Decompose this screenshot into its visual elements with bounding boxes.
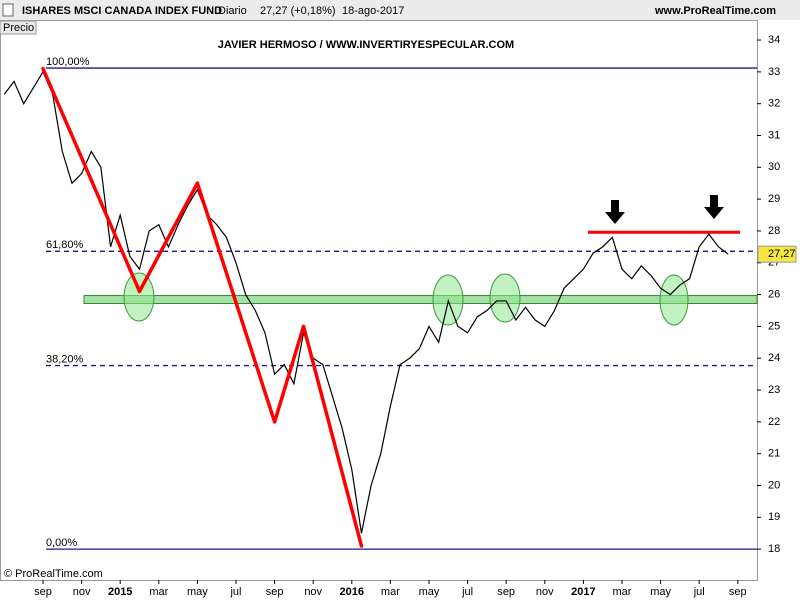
y-tick-label: 24 [768, 352, 780, 364]
x-tick-label: nov [536, 586, 554, 598]
support-zone [83, 295, 758, 304]
y-tick-label: 30 [768, 161, 780, 173]
x-tick-label: jul [461, 586, 473, 598]
x-tick-label: sep [266, 586, 284, 598]
ellipse [659, 274, 689, 326]
y-tick-label: 26 [768, 288, 780, 300]
x-tick-label: sep [497, 586, 515, 598]
y-tick-label: 22 [768, 416, 780, 428]
panel-tab [0, 20, 37, 35]
price-line [3, 70, 729, 534]
arrow [605, 200, 625, 224]
last-price-label: 27,27 [768, 248, 796, 260]
zigzag-segment [137, 181, 200, 294]
x-tick-label: 2015 [108, 586, 132, 598]
x-tick-label: 2017 [571, 586, 595, 598]
zigzag-segment [301, 324, 364, 548]
zigzag-segment [272, 324, 306, 424]
quote: 27,27 (+0,18%) [260, 5, 336, 17]
x-tick-label: sep [729, 586, 747, 598]
x-tick-label: jul [229, 586, 241, 598]
y-tick-label: 28 [768, 225, 780, 237]
fib-label: 0,00% [46, 537, 77, 549]
fib-label: 100,00% [46, 56, 90, 68]
panel-label: Precio [3, 22, 34, 34]
y-tick-label: 34 [768, 34, 780, 46]
fib-label: 61,80% [46, 239, 84, 251]
zigzag-segment [195, 181, 277, 424]
x-tick-label: may [650, 586, 671, 598]
y-tick-label: 25 [768, 320, 780, 332]
y-tick-label: 29 [768, 193, 780, 205]
x-tick-label: mar [149, 586, 168, 598]
arrow [704, 195, 724, 219]
y-tick-label: 19 [768, 511, 780, 523]
ellipse [489, 273, 521, 323]
x-tick-label: sep [34, 586, 52, 598]
y-tick-label: 21 [768, 448, 780, 460]
period: Diario [218, 5, 247, 17]
y-tick-label: 32 [768, 98, 780, 110]
x-tick-label: nov [73, 586, 91, 598]
y-tick-label: 23 [768, 384, 780, 396]
chart-title: JAVIER HERMOSO / WWW.INVERTIRYESPECULAR.… [218, 39, 514, 51]
zigzag-segment [41, 66, 142, 294]
credit: © ProRealTime.com [4, 568, 103, 580]
site: www.ProRealTime.com [654, 5, 776, 17]
fib-label: 38,20% [46, 353, 84, 365]
x-tick-label: nov [304, 586, 322, 598]
y-tick-label: 31 [768, 129, 780, 141]
header-icon [2, 3, 14, 17]
header-bar [0, 0, 800, 20]
y-tick-label: 20 [768, 479, 780, 491]
x-tick-label: 2016 [340, 586, 364, 598]
x-tick-label: jul [693, 586, 705, 598]
y-tick-label: 18 [768, 543, 780, 555]
x-tick-label: may [187, 586, 208, 598]
instrument: ISHARES MSCI CANADA INDEX FUND [22, 5, 222, 17]
date: 18-ago-2017 [342, 5, 404, 17]
y-tick-label: 33 [768, 66, 780, 78]
last-price-tag [757, 245, 797, 263]
x-tick-label: may [419, 586, 440, 598]
ellipse [123, 272, 155, 322]
x-tick-label: mar [613, 586, 632, 598]
x-tick-label: mar [381, 586, 400, 598]
